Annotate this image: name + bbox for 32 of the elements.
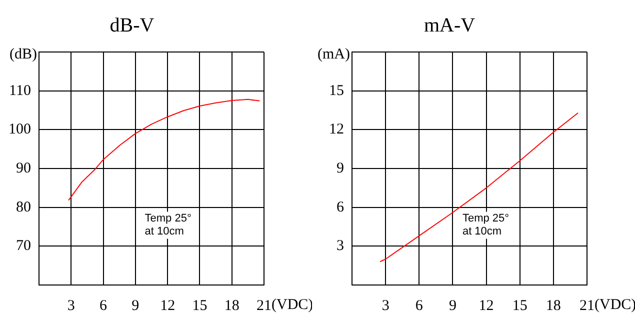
x-tick-label: 9 <box>448 298 456 314</box>
x-tick-label: 21 <box>256 298 272 314</box>
chart-title: mA-V <box>424 14 476 36</box>
x-tick-label: 18 <box>224 298 240 314</box>
chart-title: dB-V <box>110 14 155 36</box>
y-tick-label: 100 <box>8 122 31 138</box>
x-tick-label: 12 <box>478 298 494 314</box>
x-tick-label: 15 <box>192 298 208 314</box>
y-tick-label: 3 <box>336 238 344 254</box>
y-tick-label: 12 <box>329 122 344 138</box>
y-tick-label: 70 <box>16 238 31 254</box>
x-tick-label: 6 <box>100 298 108 314</box>
x-tick-label: 21 <box>580 298 594 314</box>
annotation: at 10cm <box>462 225 502 238</box>
x-tick-label: 3 <box>67 298 75 314</box>
y-tick-label: 80 <box>16 199 31 216</box>
y-tick-label: 9 <box>336 160 344 176</box>
y-axis-title: (dB) <box>10 46 37 62</box>
annotation: Temp 25° <box>462 212 510 224</box>
annotation: Temp 25° <box>144 212 192 224</box>
y-tick-label: 15 <box>329 82 344 99</box>
x-tick-label: 15 <box>512 298 528 314</box>
x-tick-label: 6 <box>415 298 424 314</box>
y-axis-title: (mA) <box>318 46 350 62</box>
x-tick-label: 3 <box>382 298 390 314</box>
x-tick-label: 9 <box>132 298 140 314</box>
y-tick-label: 6 <box>336 199 344 216</box>
y-tick-label: 90 <box>16 160 31 176</box>
x-tick-label: 12 <box>160 298 176 314</box>
x-tick-label: 18 <box>546 298 561 314</box>
annotation: at 10cm <box>144 225 184 238</box>
y-tick-label: 110 <box>9 82 31 99</box>
